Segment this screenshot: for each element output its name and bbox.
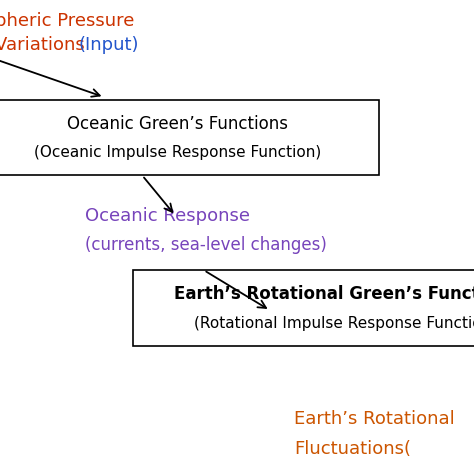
Text: Oceanic Green’s Functions: Oceanic Green’s Functions (67, 115, 288, 133)
Text: Earth’s Rotational Green’s Functions: Earth’s Rotational Green’s Functions (174, 285, 474, 303)
Text: pheric Pressure: pheric Pressure (0, 12, 135, 30)
Text: (Input): (Input) (78, 36, 139, 54)
FancyBboxPatch shape (0, 100, 379, 175)
Text: Earth’s Rotational: Earth’s Rotational (294, 410, 455, 428)
Text: (Rotational Impulse Response Function): (Rotational Impulse Response Function) (194, 316, 474, 331)
Text: Variations: Variations (0, 36, 91, 54)
Text: (currents, sea-level changes): (currents, sea-level changes) (85, 236, 327, 254)
FancyBboxPatch shape (133, 270, 474, 346)
Text: (Oceanic Impulse Response Function): (Oceanic Impulse Response Function) (34, 145, 321, 160)
Text: Oceanic Response: Oceanic Response (85, 207, 250, 225)
Text: Fluctuations(: Fluctuations( (294, 440, 411, 458)
